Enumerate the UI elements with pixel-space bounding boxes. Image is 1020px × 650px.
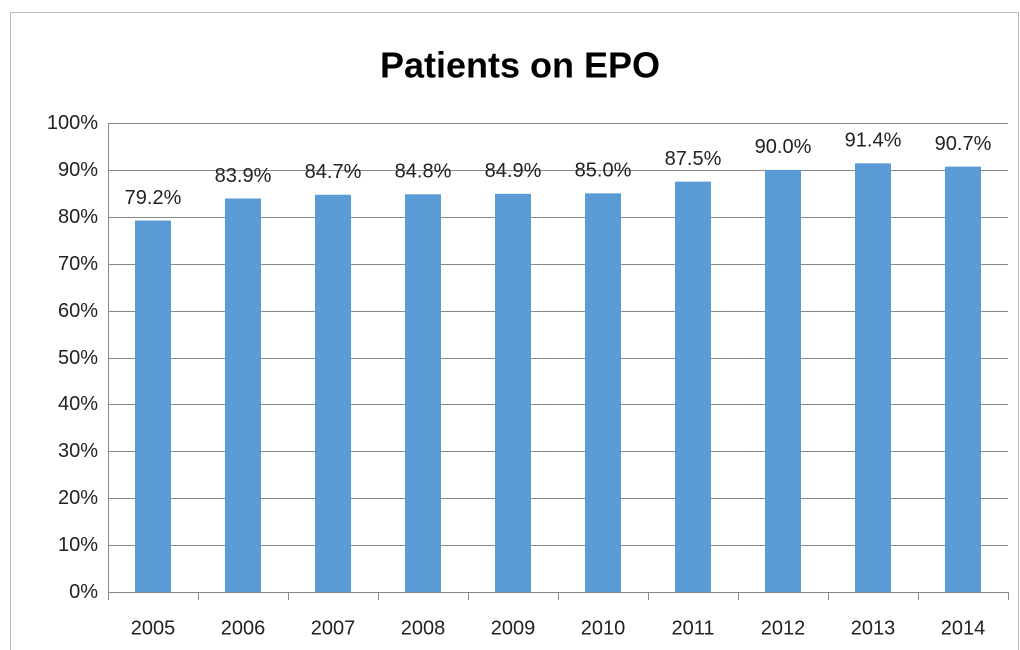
chart-title: Patients on EPO [380, 45, 660, 86]
x-tick-label: 2009 [491, 617, 536, 639]
value-label: 84.8% [395, 161, 452, 183]
value-label: 83.9% [215, 165, 272, 187]
x-tick-label: 2010 [581, 617, 626, 639]
y-tick-label: 60% [58, 300, 98, 322]
x-tick-label: 2007 [311, 617, 356, 639]
value-label: 90.0% [755, 136, 812, 158]
y-tick-label: 70% [58, 253, 98, 275]
x-tick-label: 2011 [671, 617, 714, 639]
bar [495, 193, 531, 592]
y-tick-label: 100% [47, 112, 98, 134]
value-label: 84.7% [305, 161, 362, 183]
value-label: 85.0% [575, 160, 632, 182]
bar [225, 198, 261, 592]
x-tick-label: 2006 [221, 617, 266, 639]
y-tick-label: 30% [58, 440, 98, 462]
bar [135, 220, 171, 592]
y-tick-label: 80% [58, 206, 98, 228]
y-tick-label: 90% [58, 159, 98, 181]
bar [855, 163, 891, 593]
y-tick-label: 50% [58, 347, 98, 369]
y-tick-label: 20% [58, 487, 98, 509]
bar [315, 194, 351, 592]
value-label: 90.7% [935, 133, 992, 155]
y-tick-label: 0% [69, 581, 98, 603]
bar [675, 181, 711, 592]
y-tick-label: 40% [58, 393, 98, 415]
y-tick-label: 10% [58, 534, 98, 556]
x-tick-label: 2008 [401, 617, 446, 639]
bar [945, 166, 981, 592]
x-tick-label: 2005 [131, 617, 176, 639]
x-tick-label: 2014 [941, 617, 986, 639]
value-label: 84.9% [485, 160, 542, 182]
value-label: 87.5% [665, 148, 722, 170]
bar [405, 194, 441, 592]
value-label: 91.4% [845, 130, 902, 152]
bar [585, 193, 621, 592]
bar [765, 169, 801, 592]
x-tick-label: 2012 [761, 617, 806, 639]
x-tick-label: 2013 [851, 617, 896, 639]
value-label: 79.2% [125, 187, 182, 209]
